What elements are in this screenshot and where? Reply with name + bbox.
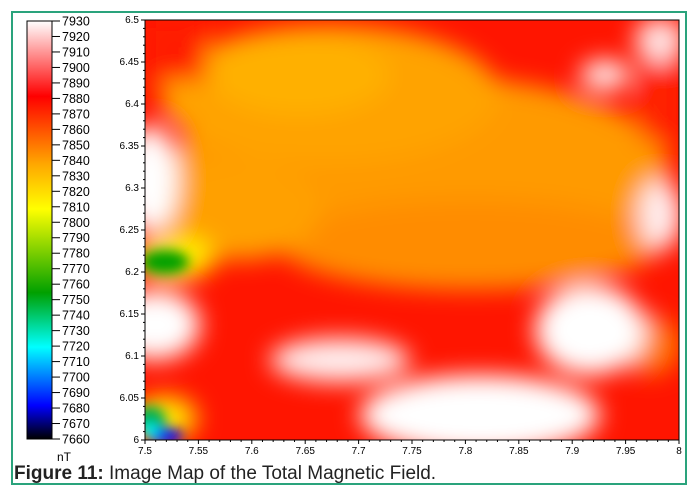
colorbar-label: 7670 <box>62 417 90 431</box>
y-tick-label: 6.2 <box>125 267 139 278</box>
colorbar-label: 7930 <box>62 15 90 29</box>
x-tick-label: 7.8 <box>458 446 472 457</box>
figure-caption: Figure 11: Image Map of the Total Magnet… <box>14 463 436 485</box>
x-tick-label: 7.65 <box>295 446 315 457</box>
colorbar-label: 7770 <box>62 262 90 276</box>
y-tick-label: 6.5 <box>125 15 139 26</box>
colorbar-label: 7690 <box>62 386 90 400</box>
y-tick-label: 6.3 <box>125 183 139 194</box>
colorbar-label: 7860 <box>62 123 90 137</box>
y-tick-label: 6.15 <box>120 309 140 320</box>
figure-caption-label: Figure 11: <box>14 463 104 484</box>
colorbar-label: 7810 <box>62 200 90 214</box>
colorbar-label: 7910 <box>62 45 90 59</box>
x-axis: 7.5 7.55 7.6 7.65 7.7 7.75 7.8 7.85 7.9 7.95 8 <box>138 440 682 457</box>
colorbar-label: 7750 <box>62 293 90 307</box>
colorbar-label: 7790 <box>62 231 90 245</box>
y-axis: 6 6.05 6.1 6.15 6.2 6.25 6.3 6.35 6.4 6.45 6.5 <box>120 15 145 446</box>
x-tick-label: 7.95 <box>616 446 636 457</box>
x-tick-label: 7.7 <box>352 446 366 457</box>
colorbar-label: 7710 <box>62 355 90 369</box>
y-tick-label: 6.45 <box>120 57 140 68</box>
colorbar-label: 7700 <box>62 371 90 385</box>
colorbar-label: 7820 <box>62 185 90 199</box>
colorbar-label: 7920 <box>62 30 90 44</box>
x-tick-label: 7.5 <box>138 446 152 457</box>
colorbar-label: 7760 <box>62 278 90 292</box>
x-tick-label: 8 <box>676 446 682 457</box>
colorbar-label: 7780 <box>62 247 90 261</box>
colorbar-label: 7840 <box>62 154 90 168</box>
figure-caption-text: Image Map of the Total Magnetic Field. <box>109 463 437 484</box>
colorbar-label: 7730 <box>62 324 90 338</box>
y-tick-label: 6.05 <box>120 393 140 404</box>
colorbar <box>26 20 53 440</box>
x-tick-label: 7.6 <box>245 446 259 457</box>
colorbar-label: 7800 <box>62 216 90 230</box>
colorbar-unit-label: nT <box>57 450 72 464</box>
y-tick-label: 6.1 <box>125 351 139 362</box>
y-tick-label: 6.25 <box>120 225 140 236</box>
x-tick-label: 7.85 <box>509 446 529 457</box>
colorbar-label: 7660 <box>62 433 90 447</box>
heatmap-field <box>145 20 679 440</box>
colorbar-label: 7720 <box>62 340 90 354</box>
y-tick-label: 6.4 <box>125 99 139 110</box>
colorbar-label: 7850 <box>62 138 90 152</box>
y-tick-label: 6.35 <box>120 141 140 152</box>
colorbar-label: 7680 <box>62 402 90 416</box>
colorbar-label: 7870 <box>62 107 90 121</box>
colorbar-label: 7890 <box>62 76 90 90</box>
colorbar-label: 7740 <box>62 309 90 323</box>
colorbar-label: 7900 <box>62 61 90 75</box>
x-tick-label: 7.55 <box>189 446 209 457</box>
colorbar-label: 7830 <box>62 169 90 183</box>
colorbar-label: 7880 <box>62 92 90 106</box>
x-tick-label: 7.9 <box>565 446 579 457</box>
y-tick-label: 6 <box>133 435 139 446</box>
x-tick-label: 7.75 <box>402 446 422 457</box>
